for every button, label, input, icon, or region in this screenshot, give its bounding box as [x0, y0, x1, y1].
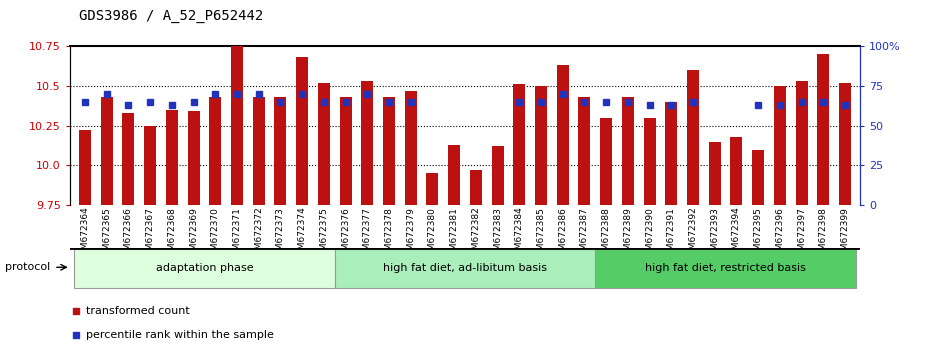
Bar: [600, 118, 612, 205]
Text: transformed count: transformed count: [86, 306, 190, 316]
Bar: [774, 86, 786, 205]
Bar: [318, 82, 330, 205]
Text: high fat diet, restricted basis: high fat diet, restricted basis: [645, 263, 806, 273]
Bar: [839, 82, 851, 205]
Bar: [231, 46, 243, 205]
Bar: [253, 97, 265, 205]
Bar: [166, 110, 178, 205]
Bar: [817, 54, 830, 205]
FancyBboxPatch shape: [595, 249, 856, 288]
Bar: [339, 97, 352, 205]
Bar: [665, 102, 677, 205]
Bar: [535, 86, 547, 205]
Bar: [752, 149, 764, 205]
Bar: [644, 118, 656, 205]
Bar: [383, 97, 395, 205]
Bar: [100, 97, 113, 205]
Bar: [123, 113, 134, 205]
Bar: [427, 173, 438, 205]
Bar: [296, 57, 308, 205]
Text: high fat diet, ad-libitum basis: high fat diet, ad-libitum basis: [383, 263, 547, 273]
Bar: [274, 97, 286, 205]
Bar: [730, 137, 742, 205]
Bar: [405, 91, 417, 205]
Bar: [622, 97, 634, 205]
Bar: [578, 97, 591, 205]
Bar: [448, 145, 460, 205]
Bar: [470, 170, 482, 205]
Bar: [492, 147, 503, 205]
Bar: [188, 111, 200, 205]
FancyBboxPatch shape: [74, 249, 335, 288]
Text: protocol: protocol: [5, 262, 50, 272]
Text: adaptation phase: adaptation phase: [155, 263, 253, 273]
Text: GDS3986 / A_52_P652442: GDS3986 / A_52_P652442: [79, 9, 263, 23]
Bar: [361, 81, 373, 205]
Bar: [79, 130, 91, 205]
Bar: [687, 70, 699, 205]
Bar: [144, 126, 156, 205]
Text: percentile rank within the sample: percentile rank within the sample: [86, 330, 273, 339]
Bar: [796, 81, 807, 205]
Bar: [513, 84, 525, 205]
FancyBboxPatch shape: [335, 249, 595, 288]
Bar: [709, 142, 721, 205]
Bar: [557, 65, 569, 205]
Bar: [209, 97, 221, 205]
